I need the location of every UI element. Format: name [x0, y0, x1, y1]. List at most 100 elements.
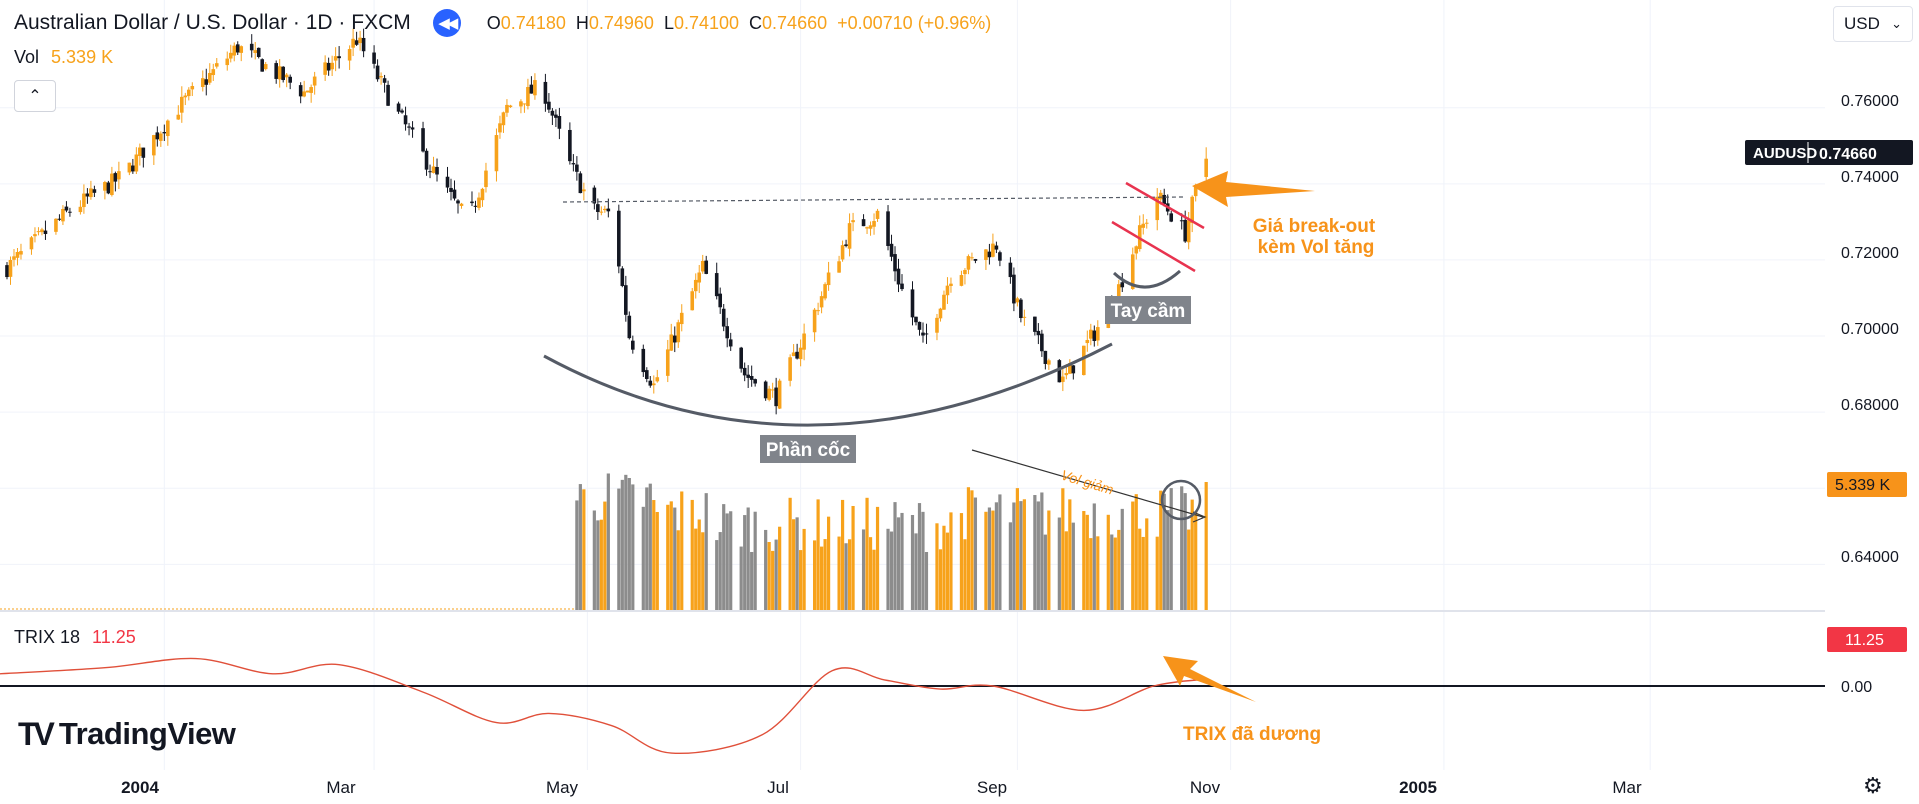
brand-name: TradingView [58, 716, 236, 751]
candle-body [15, 251, 20, 258]
candle-body [690, 291, 695, 311]
candle-body [837, 261, 841, 273]
volume-bar [1134, 494, 1138, 610]
channel-line-upper[interactable] [1125, 181, 1205, 230]
candle-body [599, 211, 604, 213]
candle-body [746, 374, 750, 378]
volume-bar [788, 497, 792, 610]
volume-bar [701, 532, 705, 610]
chevron-up-icon: ⌃ [28, 88, 42, 105]
resistance-line[interactable] [562, 196, 1184, 203]
volume-bar [718, 532, 722, 610]
candle-body [1183, 219, 1188, 242]
candle-body [554, 114, 558, 118]
candle-body [382, 78, 387, 83]
trix-arrow-icon[interactable] [1163, 656, 1256, 702]
candle-body [578, 173, 583, 194]
breakout-label-line1: Giá break-out [1253, 216, 1376, 237]
candle-body [942, 294, 946, 310]
candle-body [64, 206, 69, 211]
candle-body [180, 96, 184, 113]
candle-body [533, 80, 537, 96]
candle-body [358, 37, 362, 44]
volume-bar [935, 523, 939, 610]
candle-body [501, 112, 506, 126]
cup-arc[interactable] [543, 342, 1113, 427]
volume-bar [1089, 538, 1093, 610]
candle-body [742, 367, 747, 376]
volume-bar [620, 479, 624, 610]
tradingview-logo[interactable]: TV TradingView [18, 716, 236, 752]
rewind-icon[interactable]: ◀◀ [432, 9, 461, 37]
collapse-legend-button[interactable]: ⌃ [14, 80, 56, 112]
currency-value: USD [1844, 14, 1880, 33]
channel-line-lower[interactable] [1111, 220, 1196, 273]
volume-bar [1120, 508, 1124, 610]
vol-trend-line[interactable] [971, 449, 1204, 518]
candle-body [68, 211, 72, 213]
candle-body [305, 90, 310, 93]
volume-bar [917, 503, 922, 610]
candle-body [777, 380, 782, 409]
candles [5, 28, 1208, 415]
settings-gear-icon[interactable]: ⚙ [1863, 773, 1883, 798]
time-axis[interactable]: 2004 Mar May Jul Sep Nov 2005 Mar [121, 778, 1642, 797]
candle-body [1008, 262, 1013, 278]
candle-body [568, 129, 572, 162]
candle-body [239, 46, 244, 53]
low-key: L [663, 12, 674, 33]
candle-body [966, 256, 971, 270]
candle-body [110, 173, 114, 195]
candle-body [1179, 220, 1184, 222]
candle-body [92, 189, 97, 193]
candle-body [403, 115, 408, 125]
candle-body [1064, 373, 1069, 376]
cup-label: Phần cốc [766, 440, 851, 461]
candle-body [861, 219, 866, 227]
candle-body [494, 135, 499, 172]
volume-bar [606, 473, 610, 610]
volume-bar [582, 489, 586, 610]
candle-body [337, 56, 341, 59]
volume-bar [945, 532, 950, 610]
volume-bar [1113, 537, 1117, 610]
candle-body [200, 78, 205, 87]
candle-body [1036, 330, 1041, 336]
handle-arc[interactable] [1112, 269, 1181, 289]
trix-legend[interactable]: TRIX 18 11.25 [14, 627, 136, 648]
price-axis[interactable]: 0.76000 0.74000 0.72000 0.70000 0.68000 … [1841, 93, 1899, 566]
symbol-title[interactable]: Australian Dollar / U.S. Dollar · 1D · F… [14, 11, 411, 34]
volume-bar [1019, 501, 1023, 610]
trix-positive-label: TRIX đã dương [1183, 724, 1321, 745]
candle-body [704, 260, 709, 274]
candle-body [449, 187, 453, 192]
volume-legend[interactable]: Vol 5.339 K [14, 47, 113, 68]
change-value: +0.00710 (+0.96%) [837, 12, 992, 33]
volume-bar [627, 477, 631, 610]
volume-bar [1047, 510, 1051, 610]
candle-body [1144, 222, 1149, 224]
candle-body [1193, 184, 1198, 197]
volume-bar [697, 519, 701, 610]
open-key: O [486, 12, 501, 33]
candle-body [672, 335, 677, 343]
candle-body [1047, 360, 1051, 365]
volume-bar [1092, 503, 1096, 610]
currency-selector[interactable]: USD ⌄ [1833, 6, 1913, 42]
breakout-arrow-icon[interactable] [1192, 171, 1315, 207]
volume-bar [886, 528, 890, 610]
candle-body [617, 210, 621, 267]
volume-price-label: 5.339 K [1827, 472, 1907, 497]
volume-highlight-circle[interactable] [1160, 479, 1202, 521]
symbol-header[interactable]: Australian Dollar / U.S. Dollar · 1D · F… [14, 9, 992, 37]
candle-body [12, 256, 16, 260]
volume-bar [893, 502, 897, 610]
candle-body [141, 147, 146, 158]
volume-legend-value: 5.339 K [51, 47, 114, 67]
volume-bar [840, 499, 845, 610]
candle-body [893, 254, 897, 272]
volume-bar [949, 512, 953, 610]
candle-body [1141, 223, 1146, 228]
candle-body [117, 171, 121, 180]
